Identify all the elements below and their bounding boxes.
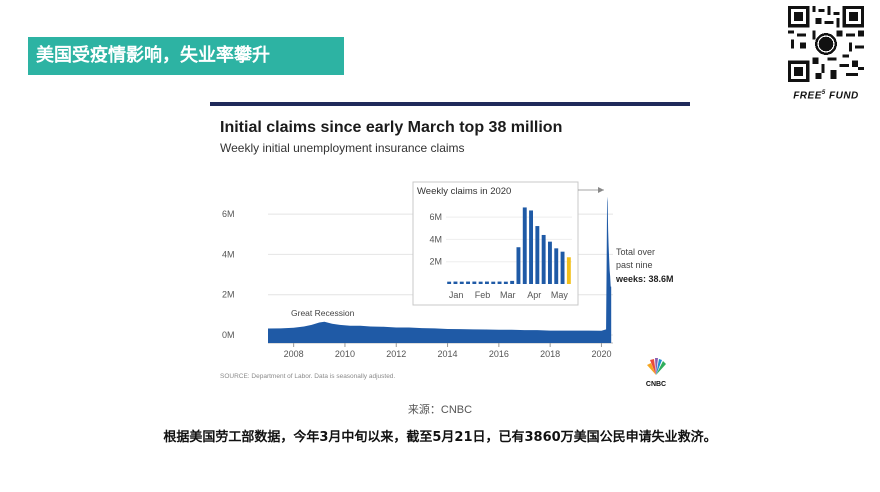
inset-bar (560, 251, 565, 284)
inset-bar (466, 281, 471, 284)
inset-bar (472, 281, 477, 284)
qr-code-icon (788, 6, 864, 82)
main-y-tick-label: 0M (222, 330, 235, 340)
chart-source: SOURCE: Department of Labor. Data is sea… (220, 373, 396, 380)
inset-bar (541, 234, 546, 284)
annotation-total-line1: Total over (616, 247, 655, 257)
annotation-total-line2: past nine (616, 260, 653, 270)
inset-bar (522, 207, 527, 284)
inset-title: Weekly claims in 2020 (417, 186, 511, 197)
inset-x-tick-label: Mar (500, 290, 516, 300)
inset-x-tick-label: Feb (475, 290, 491, 300)
chart-title: Initial claims since early March top 38 … (220, 119, 563, 136)
main-x-tick-label: 2020 (591, 349, 611, 359)
main-x-tick-label: 2012 (386, 349, 406, 359)
inset-bar (497, 281, 502, 284)
main-x-tick-label: 2010 (335, 349, 355, 359)
main-x-tick-label: 2008 (284, 349, 304, 359)
inset-bar (547, 241, 552, 284)
main-x-tick-label: 2018 (540, 349, 560, 359)
svg-text:CNBC: CNBC (646, 381, 666, 388)
inset-bar (516, 247, 521, 284)
inset-bar (478, 281, 483, 284)
main-y-tick-label: 2M (222, 290, 235, 300)
summary-text: 根据美国劳工部数据，今年3月中旬以来，截至5月21日，已有3860万美国公民申请… (163, 430, 717, 445)
inset-bar (491, 281, 496, 284)
inset-y-tick-label: 6M (429, 212, 442, 222)
main-chart-area (268, 196, 612, 343)
inset-bar (459, 281, 464, 284)
inset-y-tick-label: 4M (429, 234, 442, 244)
inset-bar (447, 281, 452, 284)
main-y-tick-label: 4M (222, 249, 235, 259)
inset-x-tick-label: May (551, 290, 569, 300)
inset-x-tick-label: Apr (527, 290, 541, 300)
chart-top-rule (210, 102, 690, 106)
chart-subtitle: Weekly initial unemployment insurance cl… (220, 141, 465, 155)
main-x-tick-label: 2014 (438, 349, 458, 359)
main-y-tick-label: 6M (222, 209, 235, 219)
inset-bar (453, 281, 458, 284)
inset-bar (529, 210, 534, 284)
inset-bar (503, 281, 508, 284)
inset-y-tick-label: 2M (429, 257, 442, 267)
inset-bar (510, 280, 515, 284)
inset-pointer-arrow (598, 187, 604, 193)
main-x-tick-label: 2016 (489, 349, 509, 359)
inset-bar (554, 248, 559, 284)
annotation-total-line3: weeks: 38.6M (615, 274, 674, 284)
main-chart-x-ticks: 2008 2010 2012 2014 2016 2018 2020 (284, 343, 611, 359)
main-chart: 0M 2M 4M 6M 2008 2010 2012 2014 2016 2018 2020 Gr… (222, 181, 674, 388)
annotation-great-recession: Great Recession (291, 308, 355, 318)
inset-bars (447, 207, 571, 284)
inset-bar (566, 257, 571, 284)
image-caption: 来源：CNBC (407, 404, 473, 416)
cnbc-peacock-icon: CNBC (646, 358, 666, 388)
chart-container: Initial claims since early March top 38 … (210, 102, 690, 392)
inset-x-ticks: Jan Feb Mar Apr May (449, 290, 569, 300)
inset-y-ticks: 2M 4M 6M (429, 212, 442, 267)
inset-bar (535, 226, 540, 284)
inset-x-tick-label: Jan (449, 290, 464, 300)
inset-bar (484, 281, 489, 284)
inset-chart: Weekly claims in 2020 2M 4M 6M Jan Feb Mar Ap… (412, 181, 579, 306)
brand-label: FREE5 FUND (793, 90, 859, 102)
slide-title: 美国受疫情影响，失业率攀升 (28, 37, 344, 75)
main-chart-y-ticks: 0M 2M 4M 6M (222, 209, 235, 340)
